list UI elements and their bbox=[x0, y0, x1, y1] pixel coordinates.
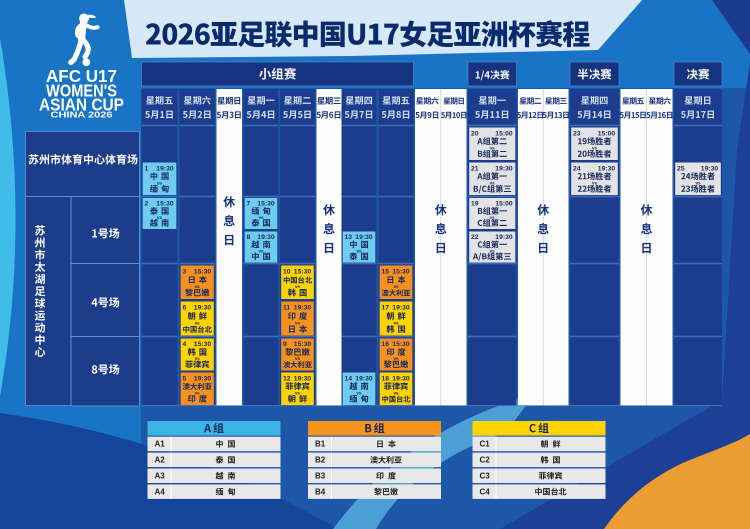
svg-text:19:30: 19:30 bbox=[495, 234, 513, 241]
svg-text:C3: C3 bbox=[480, 472, 491, 481]
svg-text:19:30: 19:30 bbox=[294, 375, 312, 382]
svg-text:6: 6 bbox=[183, 305, 187, 312]
svg-text:3: 3 bbox=[183, 269, 187, 276]
svg-text:19:30: 19:30 bbox=[355, 375, 373, 382]
svg-text:4: 4 bbox=[183, 341, 187, 348]
svg-text:14: 14 bbox=[345, 375, 353, 382]
svg-text:8: 8 bbox=[247, 234, 251, 241]
svg-text:vs: vs bbox=[490, 180, 496, 185]
svg-text:vs: vs bbox=[490, 145, 496, 150]
svg-text:vs: vs bbox=[695, 180, 701, 185]
svg-text:15:30: 15:30 bbox=[194, 341, 212, 348]
svg-text:24: 24 bbox=[573, 165, 581, 172]
svg-text:B1: B1 bbox=[315, 440, 326, 449]
svg-text:16: 16 bbox=[382, 341, 390, 348]
svg-text:15:30: 15:30 bbox=[194, 269, 212, 276]
svg-text:vs: vs bbox=[195, 320, 201, 325]
svg-text:C4: C4 bbox=[480, 487, 491, 496]
svg-text:vs: vs bbox=[295, 390, 301, 395]
svg-text:7: 7 bbox=[247, 200, 251, 207]
svg-text:vs: vs bbox=[356, 390, 362, 395]
svg-text:19:30: 19:30 bbox=[257, 234, 275, 241]
svg-text:15:00: 15:00 bbox=[495, 130, 513, 137]
svg-text:vs: vs bbox=[258, 248, 264, 253]
svg-text:19:30: 19:30 bbox=[598, 165, 616, 172]
svg-text:19:30: 19:30 bbox=[392, 375, 410, 382]
svg-text:vs: vs bbox=[258, 215, 264, 220]
svg-text:B3: B3 bbox=[315, 472, 326, 481]
svg-text:19:30: 19:30 bbox=[355, 234, 373, 241]
svg-text:15:30: 15:30 bbox=[257, 200, 275, 207]
svg-text:19:30: 19:30 bbox=[194, 305, 212, 312]
svg-text:vs: vs bbox=[295, 284, 301, 289]
svg-text:vs: vs bbox=[195, 356, 201, 361]
svg-text:25: 25 bbox=[677, 165, 685, 172]
svg-text:vs: vs bbox=[195, 284, 201, 289]
svg-text:15:30: 15:30 bbox=[392, 341, 410, 348]
svg-text:19: 19 bbox=[471, 200, 479, 207]
svg-text:vs: vs bbox=[393, 390, 399, 395]
svg-text:13: 13 bbox=[345, 234, 353, 241]
svg-text:18: 18 bbox=[382, 375, 390, 382]
svg-text:21: 21 bbox=[471, 165, 479, 172]
svg-text:A3: A3 bbox=[155, 472, 166, 481]
svg-text:15:00: 15:00 bbox=[495, 200, 513, 207]
svg-text:WOMEN'S: WOMEN'S bbox=[46, 80, 117, 100]
svg-text:1: 1 bbox=[145, 165, 149, 172]
svg-text:vs: vs bbox=[295, 320, 301, 325]
svg-text:vs: vs bbox=[356, 248, 362, 253]
svg-text:11: 11 bbox=[283, 305, 290, 312]
svg-text:15:30: 15:30 bbox=[156, 200, 174, 207]
svg-text:15:30: 15:30 bbox=[392, 269, 410, 276]
svg-text:10: 10 bbox=[283, 269, 291, 276]
svg-text:C1: C1 bbox=[480, 440, 491, 449]
svg-text:vs: vs bbox=[592, 145, 598, 150]
svg-text:15:00: 15:00 bbox=[598, 130, 616, 137]
svg-text:A4: A4 bbox=[155, 487, 166, 496]
svg-text:15:30: 15:30 bbox=[294, 269, 312, 276]
svg-text:19:30: 19:30 bbox=[194, 375, 212, 382]
svg-text:22: 22 bbox=[471, 234, 479, 241]
svg-text:AFC U17: AFC U17 bbox=[46, 66, 117, 86]
svg-text:vs: vs bbox=[592, 180, 598, 185]
svg-text:vs: vs bbox=[195, 390, 201, 395]
svg-text:vs: vs bbox=[393, 284, 399, 289]
svg-text:15:30: 15:30 bbox=[294, 341, 312, 348]
svg-text:vs: vs bbox=[490, 248, 496, 253]
svg-text:2: 2 bbox=[145, 200, 149, 207]
svg-text:A1: A1 bbox=[155, 440, 166, 449]
svg-text:9: 9 bbox=[283, 341, 287, 348]
svg-text:19:30: 19:30 bbox=[701, 165, 719, 172]
svg-text:vs: vs bbox=[393, 320, 399, 325]
svg-text:CHINA 2026: CHINA 2026 bbox=[51, 111, 114, 120]
svg-text:20: 20 bbox=[471, 130, 479, 137]
svg-text:19:30: 19:30 bbox=[392, 305, 410, 312]
svg-text:12: 12 bbox=[283, 375, 291, 382]
svg-text:19:30: 19:30 bbox=[495, 165, 513, 172]
svg-text:C2: C2 bbox=[480, 456, 491, 465]
svg-text:vs: vs bbox=[295, 356, 301, 361]
svg-text:A2: A2 bbox=[155, 456, 166, 465]
svg-text:B2: B2 bbox=[315, 456, 326, 465]
svg-text:B4: B4 bbox=[315, 487, 326, 496]
svg-text:19:30: 19:30 bbox=[294, 305, 312, 312]
svg-text:vs: vs bbox=[157, 180, 163, 185]
svg-text:17: 17 bbox=[382, 305, 390, 312]
svg-text:23: 23 bbox=[573, 130, 581, 137]
svg-text:vs: vs bbox=[490, 215, 496, 220]
svg-text:vs: vs bbox=[157, 215, 163, 220]
svg-text:19:30: 19:30 bbox=[156, 165, 174, 172]
svg-text:15: 15 bbox=[382, 269, 390, 276]
svg-text:ASIAN CUP: ASIAN CUP bbox=[39, 95, 124, 115]
svg-text:5: 5 bbox=[183, 375, 187, 382]
svg-text:vs: vs bbox=[393, 356, 399, 361]
